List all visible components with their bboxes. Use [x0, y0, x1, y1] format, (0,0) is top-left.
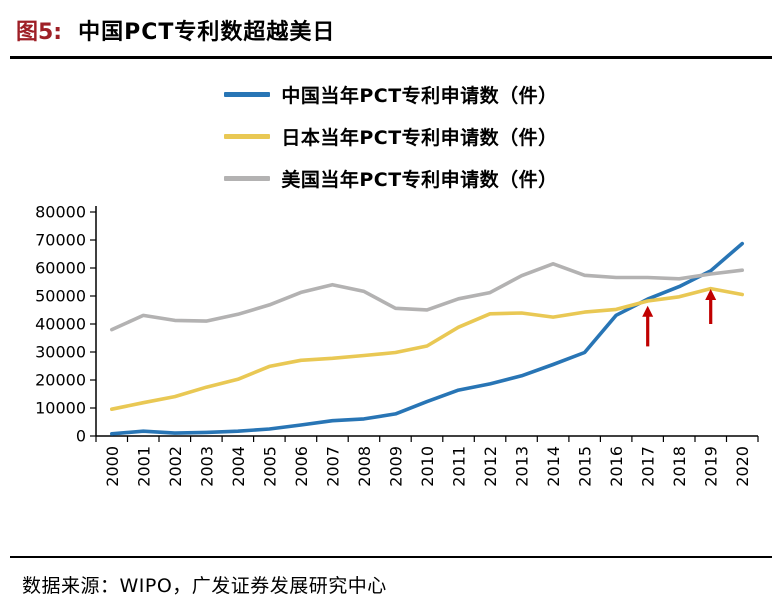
svg-text:2014: 2014 [544, 446, 563, 487]
legend-swatch-japan [224, 134, 271, 139]
svg-text:2000: 2000 [103, 446, 122, 487]
svg-text:2012: 2012 [481, 446, 500, 487]
svg-text:10000: 10000 [35, 399, 86, 418]
svg-text:2006: 2006 [292, 446, 311, 487]
svg-text:2016: 2016 [607, 446, 626, 487]
svg-text:2005: 2005 [260, 446, 279, 487]
svg-text:2018: 2018 [670, 446, 689, 487]
svg-text:2008: 2008 [355, 446, 374, 487]
legend-swatch-usa [224, 176, 271, 181]
svg-text:2015: 2015 [576, 446, 595, 487]
chart-canvas: 0 10000 20000 30000 40000 50000 60000 70000 8000… [35, 203, 759, 487]
legend-item-usa: 美国当年PCT专利申请数（件） [224, 165, 557, 192]
figure-label: 图5: [16, 20, 63, 45]
svg-text:80000: 80000 [35, 204, 86, 222]
svg-text:2003: 2003 [197, 446, 216, 487]
legend-item-china: 中国当年PCT专利申请数（件） [224, 81, 557, 108]
page-title: 中国PCT专利数超越美日 [78, 20, 336, 45]
svg-text:0: 0 [76, 427, 86, 446]
svg-text:2011: 2011 [450, 446, 469, 487]
svg-text:2001: 2001 [134, 446, 153, 487]
footer-divider [10, 556, 772, 558]
svg-text:70000: 70000 [35, 231, 86, 250]
svg-text:2017: 2017 [639, 446, 658, 487]
svg-text:2019: 2019 [702, 446, 721, 487]
line-chart: 0 10000 20000 30000 40000 50000 60000 70000 8000… [10, 203, 772, 526]
svg-text:2020: 2020 [733, 446, 752, 487]
header-divider [10, 56, 772, 59]
svg-text:2010: 2010 [418, 446, 437, 487]
svg-text:2007: 2007 [323, 446, 342, 487]
svg-text:20000: 20000 [35, 371, 86, 390]
svg-text:2002: 2002 [166, 446, 185, 487]
chart-legend: 中国当年PCT专利申请数（件） 日本当年PCT专利申请数（件） 美国当年PCT专… [10, 81, 772, 192]
svg-text:60000: 60000 [35, 259, 86, 278]
svg-text:2009: 2009 [387, 446, 406, 487]
legend-label-japan: 日本当年PCT专利申请数（件） [281, 127, 558, 149]
legend-label-china: 中国当年PCT专利申请数（件） [281, 85, 558, 107]
data-source: 数据来源：WIPO，广发证券发展研究中心 [22, 575, 387, 597]
svg-text:40000: 40000 [35, 315, 86, 334]
legend-swatch-china [224, 92, 271, 97]
svg-text:2013: 2013 [513, 446, 532, 487]
svg-text:50000: 50000 [35, 287, 86, 306]
legend-label-usa: 美国当年PCT专利申请数（件） [281, 169, 558, 191]
legend-item-japan: 日本当年PCT专利申请数（件） [224, 123, 557, 150]
svg-text:2004: 2004 [229, 446, 248, 487]
figure-header: 图5: 中国PCT专利数超越美日 [10, 12, 772, 56]
svg-text:30000: 30000 [35, 343, 86, 362]
